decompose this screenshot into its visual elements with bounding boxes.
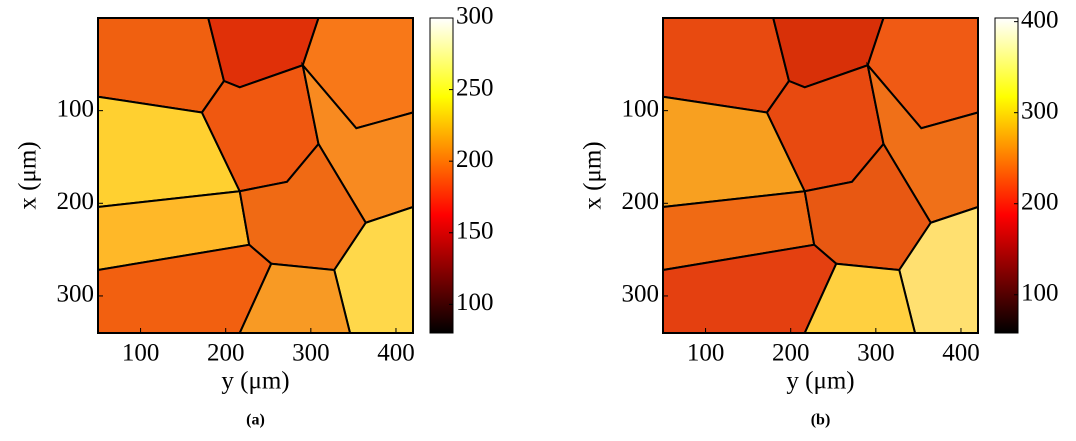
colorbar-tick-label: 300	[1021, 97, 1059, 124]
x-tick-label: 200	[772, 340, 810, 367]
y-axis-label: x (μm)	[580, 141, 607, 209]
heatmap	[97, 17, 414, 334]
plot-frame	[662, 17, 979, 334]
y-axis-label: x (μm)	[15, 141, 42, 209]
x-tick-label: 100	[122, 340, 160, 367]
x-axis-label: y (μm)	[221, 368, 289, 395]
colorbar	[994, 17, 1019, 334]
plot-frame	[97, 17, 414, 334]
y-tick-label: 300	[622, 281, 660, 308]
x-tick-label: 100	[687, 340, 725, 367]
y-tick-label: 100	[622, 95, 660, 122]
y-tick-label: 100	[57, 95, 95, 122]
caption: (b)	[811, 412, 831, 429]
colorbar	[429, 17, 454, 334]
x-tick-label: 300	[292, 340, 330, 367]
colorbar-tick-label: 100	[1021, 279, 1059, 306]
x-tick-label: 300	[857, 340, 895, 367]
colorbar-tick-label: 200	[456, 146, 494, 173]
colorbar-tick-label: 100	[456, 289, 494, 316]
heatmap	[662, 17, 979, 334]
x-tick-label: 400	[942, 340, 980, 367]
x-tick-label: 400	[377, 340, 415, 367]
colorbar-tick-label: 400	[1021, 6, 1059, 33]
colorbar-tick-label: 150	[456, 218, 494, 245]
caption: (a)	[246, 412, 265, 429]
y-tick-label: 200	[622, 188, 660, 215]
colorbar-tick-label: 300	[456, 3, 494, 30]
y-tick-label: 300	[57, 281, 95, 308]
y-tick-label: 200	[57, 188, 95, 215]
grain	[97, 17, 226, 114]
colorbar-tick-label: 250	[456, 74, 494, 101]
colorbar-tick-label: 200	[1021, 188, 1059, 215]
x-axis-label: y (μm)	[786, 368, 854, 395]
grain	[662, 17, 791, 114]
x-tick-label: 200	[207, 340, 245, 367]
